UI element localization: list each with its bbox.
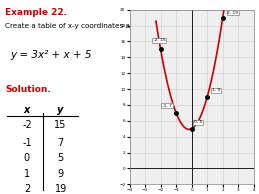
- Text: Example 22.: Example 22.: [5, 8, 67, 17]
- Text: 0: 0: [24, 153, 30, 163]
- Text: 0, 5: 0, 5: [194, 120, 202, 124]
- Text: 5: 5: [57, 153, 64, 163]
- Text: 19: 19: [54, 184, 67, 194]
- Text: -1: -1: [22, 138, 32, 148]
- Text: 7: 7: [57, 138, 64, 148]
- Text: 2: 2: [24, 184, 30, 194]
- Text: -1, 7: -1, 7: [162, 104, 172, 107]
- Text: x: x: [24, 105, 30, 115]
- Text: 1: 1: [24, 169, 30, 179]
- Text: 9: 9: [57, 169, 64, 179]
- Text: 1, 9: 1, 9: [212, 88, 220, 93]
- Text: -2: -2: [22, 120, 32, 130]
- Text: 2, 19: 2, 19: [227, 11, 238, 15]
- Text: Solution.: Solution.: [5, 85, 51, 94]
- Text: y: y: [57, 105, 64, 115]
- Text: y = 3x² + x + 5: y = 3x² + x + 5: [10, 50, 92, 61]
- Text: -2, 15: -2, 15: [153, 38, 166, 42]
- Text: Create a table of x-y coordinates and graph the function.: Create a table of x-y coordinates and gr…: [5, 23, 211, 29]
- Text: 15: 15: [54, 120, 67, 130]
